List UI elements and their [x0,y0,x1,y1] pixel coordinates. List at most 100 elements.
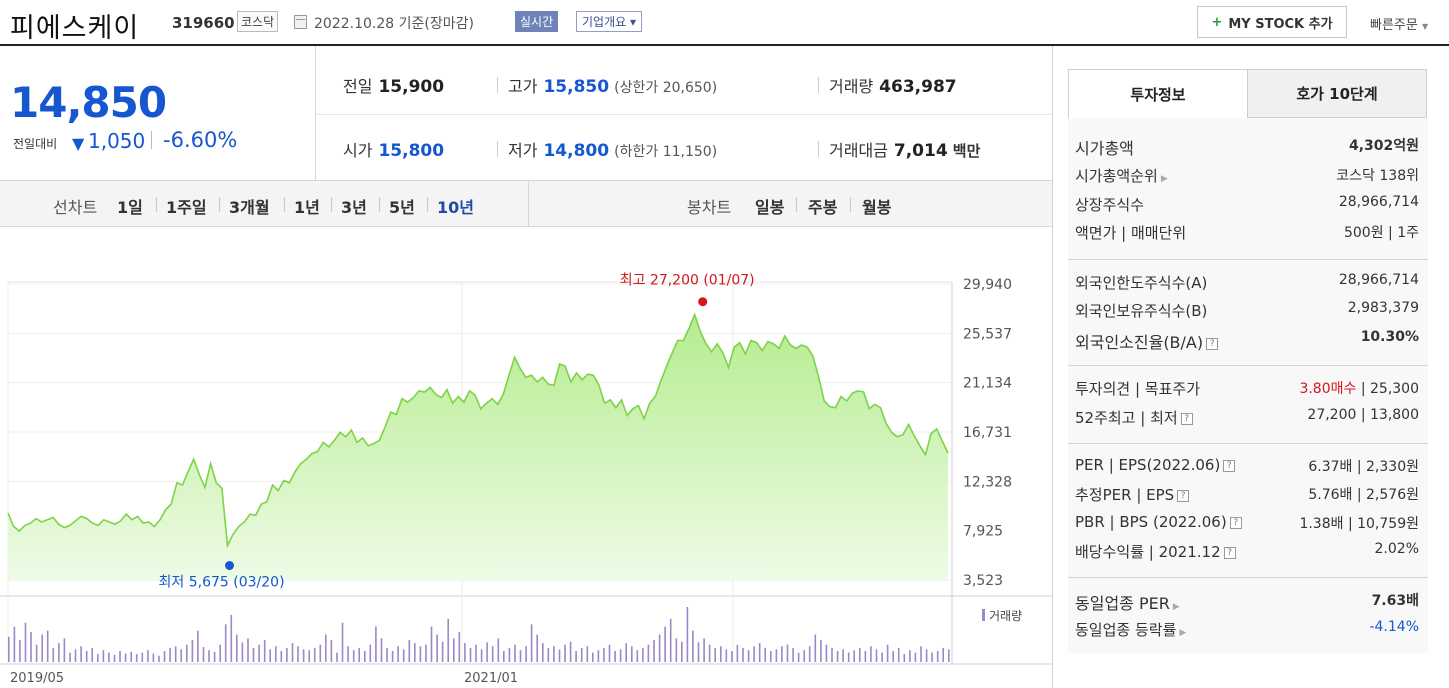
info-row: PER | EPS(2022.06)? 6.37배 | 2,330원 [1075,456,1419,476]
volume-bar [80,646,82,662]
upper-limit: (상한가 20,650) [614,80,718,96]
low-price: 저가 14,800 (하한가 11,150) [508,137,717,161]
info-row-value-text: 4,302억원 [1348,138,1419,154]
x-tick-label: 2021/01 [464,671,518,686]
company-overview-button[interactable]: 기업개요 ▾ [576,11,642,32]
help-icon[interactable]: ? [1177,489,1190,502]
volume-bar [725,649,728,662]
add-mystock-button[interactable]: + MY STOCK 추가 [1197,6,1347,38]
volume-bar [458,632,461,662]
period-1d[interactable]: 1일 [117,198,143,217]
price-line [7,312,949,549]
volume-bar [74,649,77,662]
y-tick-label: 7,925 [963,524,1003,540]
volume-bar [758,643,761,662]
help-icon[interactable]: ? [1180,412,1193,425]
period-5y[interactable]: 5년 [389,198,415,217]
volume-bar [319,644,322,662]
tab-investment-info[interactable]: 투자정보 [1068,69,1248,118]
info-row-label: 외국인한도주식수(A) [1075,272,1207,293]
volume-bar [547,647,550,662]
tab-order-book[interactable]: 호가 10단계 [1247,69,1427,118]
volume-bar [792,647,794,662]
volume-bar [91,647,93,662]
price-chart[interactable]: 29,940 25,537 21,134 16,731 12,328 7,925 3,523… [0,270,1052,688]
period-bar-divider [528,181,529,226]
quick-order-button[interactable]: 빠른주문 ▼ [1370,14,1428,33]
volume-bar [931,652,933,662]
help-icon[interactable]: ? [1223,459,1236,472]
volume-bar [508,647,511,662]
info-row: 동일업종 PER ▶ 7.63배 [1075,590,1419,614]
info-row-label-text: 외국인보유주식수(B) [1075,302,1208,320]
volume-bar [464,643,466,662]
period-1y[interactable]: 1년 [294,198,320,217]
change-percent: -6.60% [163,128,238,152]
separator [818,141,819,157]
candle-weekly[interactable]: 주봉 [808,198,838,217]
min-marker [225,561,235,571]
period-10y[interactable]: 10년 [437,198,474,217]
info-row-label-text: 배당수익률 | 2021.12 [1075,543,1221,561]
volume-bar [886,644,889,662]
volume-legend-swatch [982,609,985,621]
volume-legend-label: 거래량 [989,609,1022,623]
volume-bar [63,638,66,662]
volume-bar [892,651,894,662]
info-row-value: 4,302억원 [1349,135,1419,159]
info-row-label-text: 상장주식수 [1075,196,1145,214]
chevron-right-icon[interactable]: ▶ [1179,628,1187,638]
volume-bar [948,649,950,662]
volume-bar [814,634,817,662]
candle-monthly[interactable]: 월봉 [862,198,892,217]
info-row-label-text: 동일업종 PER [1075,594,1170,613]
help-icon[interactable]: ? [1206,337,1219,350]
candle-daily[interactable]: 일봉 [755,198,785,217]
y-tick-label: 16,731 [963,425,1012,441]
realtime-button[interactable]: 실시간 [515,11,559,32]
info-row-value-text: 500원 | 1주 [1343,225,1419,241]
volume-bar [503,651,505,662]
info-row-value: 3.80매수 | 25,300 [1299,378,1419,399]
help-icon[interactable]: ? [1229,516,1242,529]
separator [219,197,220,212]
period-1w[interactable]: 1주일 [166,198,207,217]
info-row-value: 코스닥 138위 [1336,165,1419,186]
volume-bar [174,646,177,662]
info-row-value: 27,200 | 13,800 [1307,407,1419,428]
stock-name: 피에스케이 [10,13,140,44]
amount-unit: 백만 [952,142,981,160]
info-row-value: 5.76배 | 2,576원 [1308,484,1419,505]
volume-bar [669,618,672,662]
volume-bar [909,650,911,662]
info-row-label: 외국인보유주식수(B) [1075,300,1207,321]
help-icon[interactable]: ? [1223,546,1236,559]
volume-bar [542,643,544,662]
chevron-right-icon[interactable]: ▶ [1160,174,1168,184]
info-row-label-text: 동일업종 등락률 [1075,621,1177,639]
period-3y[interactable]: 3년 [341,198,367,217]
amount-value: 7,014 [893,141,948,161]
volume-bar [13,626,16,662]
info-row: 외국인소진율(B/A)? 10.30% [1075,329,1419,353]
period-3m[interactable]: 3개월 [229,198,270,217]
volume-bar [603,647,605,662]
volume-bar [141,652,144,662]
volume-bar [158,655,160,662]
volume-bar [297,646,299,662]
volume-bar [514,644,516,662]
open-value: 15,800 [378,141,445,161]
period-bar [0,180,1052,227]
volume-bar [247,638,249,662]
change-separator [151,131,152,149]
volume-bar [213,651,216,662]
change-label: 전일대비 [13,137,58,151]
volume-bar [820,640,822,662]
volume-bar [770,651,772,662]
info-row-label: 액면가 | 매매단위 [1075,222,1186,243]
info-row-value: 2,983,379 [1348,300,1419,321]
investment-info-panel [1068,118,1428,653]
volume-bar [731,651,733,662]
volume-bar [803,650,805,662]
chevron-right-icon[interactable]: ▶ [1172,602,1180,612]
